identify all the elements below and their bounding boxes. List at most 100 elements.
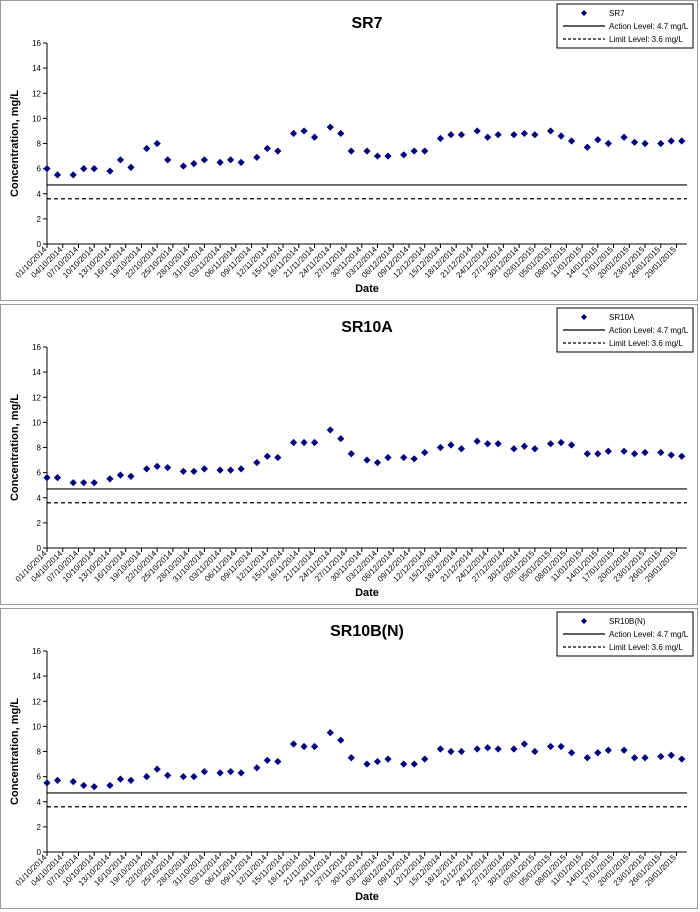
data-point: [106, 781, 114, 790]
data-point: [410, 760, 418, 768]
data-point: [641, 754, 649, 762]
data-point: [510, 445, 518, 453]
legend-marker-icon: [581, 618, 587, 624]
y-tick-label: 0: [37, 544, 42, 553]
data-point: [678, 137, 686, 145]
chart-panel-sr10a: SR10A Concentration, mg/L Date 0 2 4 6 8 10 12 14 1…: [0, 304, 698, 605]
y-tick-label: 4: [37, 494, 42, 503]
chart-panel-sr7: SR7 Concentration, mg/L Date 0 2 4 6 8 10 12 14 16 0…: [0, 0, 698, 301]
data-point: [116, 775, 125, 783]
legend-label: SR10A: [609, 313, 635, 322]
data-point: [53, 171, 62, 179]
data-point: [289, 740, 298, 748]
y-tick-label: 12: [32, 697, 41, 706]
x-axis-label: Date: [355, 283, 379, 295]
data-point: [373, 458, 382, 467]
data-point: [200, 768, 208, 776]
data-point: [363, 760, 371, 768]
y-tick-label: 8: [37, 748, 42, 757]
data-point: [326, 426, 334, 434]
data-point: [604, 447, 612, 455]
y-tick-label: 14: [32, 64, 41, 73]
data-point: [116, 156, 125, 164]
data-point: [227, 156, 235, 164]
data-point: [667, 751, 675, 759]
chart-title: SR7: [351, 15, 382, 32]
data-point: [667, 451, 675, 459]
data-point: [630, 138, 639, 146]
legend-label: Action Level: 4.7 mg/L: [609, 630, 689, 639]
legend-label: Limit Level: 3.6 mg/L: [609, 339, 683, 348]
data-point: [200, 465, 208, 473]
y-tick-label: 10: [32, 722, 41, 731]
data-point: [421, 147, 429, 155]
data-point: [179, 467, 187, 475]
data-point: [289, 129, 298, 138]
data-point: [494, 440, 502, 448]
y-tick-label: 8: [37, 140, 42, 149]
data-point: [620, 133, 628, 141]
data-point: [421, 755, 429, 763]
legend-label: Limit Level: 3.6 mg/L: [609, 643, 683, 652]
data-point: [80, 165, 88, 173]
data-point: [90, 783, 98, 791]
data-point: [400, 453, 408, 462]
data-point: [547, 742, 555, 751]
data-point: [484, 440, 492, 448]
legend-label: SR10B(N): [609, 617, 646, 626]
data-point: [127, 776, 135, 784]
y-tick-label: 16: [32, 647, 41, 656]
data-point: [69, 171, 77, 179]
data-point: [620, 447, 628, 455]
data-point: [421, 448, 429, 457]
data-point: [263, 756, 271, 764]
data-point: [153, 765, 161, 773]
data-point: [337, 129, 345, 138]
data-point: [594, 136, 602, 144]
data-point: [337, 435, 345, 443]
data-point: [436, 443, 445, 452]
data-point: [326, 729, 334, 737]
y-tick-label: 10: [32, 114, 41, 123]
chart-svg: SR10A Concentration, mg/L Date 0 2 4 6 8 10 12 14 1…: [9, 307, 694, 599]
data-point: [641, 139, 649, 148]
data-point: [557, 132, 565, 140]
data-point: [520, 129, 528, 138]
legend-label: Action Level: 4.7 mg/L: [609, 326, 689, 335]
data-point: [80, 781, 88, 790]
x-axis-label: Date: [355, 587, 379, 599]
y-tick-label: 12: [32, 89, 41, 98]
data-point: [253, 458, 261, 467]
y-tick-label: 0: [37, 848, 42, 857]
data-point: [384, 453, 392, 462]
y-tick-label: 2: [37, 519, 42, 528]
y-tick-label: 4: [37, 190, 42, 199]
data-point: [657, 448, 665, 457]
data-point: [164, 156, 172, 164]
y-tick-label: 8: [37, 444, 42, 453]
data-point: [310, 133, 319, 141]
data-point: [237, 465, 245, 473]
data-point: [69, 479, 77, 487]
data-point: [447, 131, 455, 139]
data-point: [373, 757, 382, 766]
data-point: [179, 773, 187, 781]
data-point: [567, 137, 576, 145]
data-point: [274, 453, 282, 462]
data-point: [43, 474, 51, 482]
y-tick-label: 6: [37, 773, 42, 782]
data-point: [567, 441, 576, 449]
y-tick-label: 0: [37, 240, 42, 249]
data-point: [106, 475, 114, 483]
legend: SR7 Action Level: 4.7 mg/L Limit Level: 3.…: [556, 3, 694, 49]
data-point: [583, 143, 591, 151]
data-point: [373, 152, 382, 160]
y-axis-label: Concentration, mg/L: [9, 698, 21, 805]
data-point: [384, 755, 392, 763]
data-point: [143, 773, 151, 781]
data-point: [484, 133, 492, 141]
data-point: [190, 160, 198, 168]
data-point: [400, 760, 408, 768]
y-tick-label: 6: [37, 165, 42, 174]
data-point: [116, 471, 125, 479]
